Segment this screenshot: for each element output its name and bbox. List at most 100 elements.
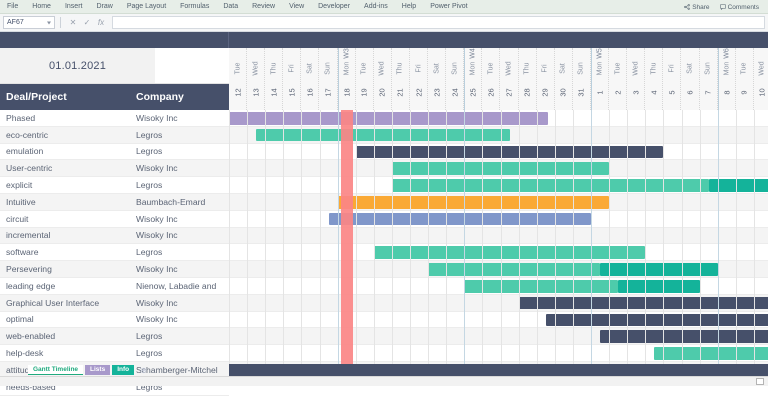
gantt-row[interactable]: [229, 160, 768, 178]
name-box[interactable]: AF67: [3, 16, 55, 29]
gantt-bar[interactable]: [391, 179, 709, 192]
gantt-row[interactable]: [229, 328, 768, 346]
ribbon-menu-page-layout[interactable]: Page Layout: [126, 2, 167, 10]
table-row[interactable]: explicit Legros: [0, 177, 229, 194]
ribbon-menu-formulas[interactable]: Formulas: [180, 2, 210, 10]
gantt-bar[interactable]: [708, 179, 768, 192]
gantt-bar[interactable]: [518, 296, 768, 310]
table-row[interactable]: Phased Wisoky Inc: [0, 110, 229, 127]
table-row[interactable]: Graphical User Interface Wisoky Inc: [0, 294, 229, 312]
table-row[interactable]: software Legros: [0, 244, 229, 262]
table-row[interactable]: needs-based Legros: [0, 379, 229, 396]
share-button[interactable]: Share: [679, 4, 714, 11]
gantt-row[interactable]: [229, 312, 768, 329]
calendar-column: Wed 10: [754, 48, 768, 110]
weekday-label: Fri: [668, 64, 676, 73]
day-number-label: 6: [685, 90, 695, 95]
weekday-label: Fri: [541, 64, 549, 73]
ribbon-menu-home[interactable]: Home: [32, 2, 51, 10]
gantt-row[interactable]: [229, 126, 768, 144]
gantt-row[interactable]: [229, 261, 768, 278]
table-row[interactable]: eco-centric Legros: [0, 126, 229, 144]
gantt-bar[interactable]: [337, 195, 610, 209]
table-row[interactable]: optimal Wisoky Inc: [0, 312, 229, 329]
gantt-row[interactable]: [229, 244, 768, 262]
ribbon-right-actions: Share Comments: [679, 0, 764, 14]
calendar-column: Sat 23: [428, 48, 447, 110]
calendar-column: W5 Mon 1: [591, 48, 610, 110]
ribbon-menu-insert[interactable]: Insert: [64, 2, 83, 10]
day-number-label: 29: [540, 88, 550, 97]
gantt-row[interactable]: [229, 144, 768, 161]
gantt-bar[interactable]: [328, 212, 591, 226]
ribbon-menu-view[interactable]: View: [289, 2, 305, 10]
formula-input[interactable]: [112, 16, 765, 29]
gantt-bar[interactable]: [373, 246, 646, 259]
ribbon-menu-review[interactable]: Review: [252, 2, 276, 10]
ribbon-menu-power-pivot[interactable]: Power Pivot: [430, 2, 468, 10]
gantt-row[interactable]: [229, 227, 768, 245]
gantt-bar[interactable]: [654, 347, 768, 360]
weekday-label: Tue: [487, 62, 495, 75]
table-row[interactable]: help-desk Legros: [0, 345, 229, 362]
sheet-tab-info[interactable]: Info: [112, 365, 135, 375]
gantt-row[interactable]: [229, 294, 768, 312]
frozen-top-band-right: [229, 32, 768, 48]
start-date-value[interactable]: 01.01.2021: [48, 59, 107, 72]
calendar-column: Wed 20: [374, 48, 392, 110]
table-row[interactable]: web-enabled Legros: [0, 328, 229, 346]
gantt-row[interactable]: [229, 211, 768, 228]
gantt-bar[interactable]: [545, 313, 768, 327]
gantt-row[interactable]: [229, 193, 768, 211]
calendar-column: Sun 17: [320, 48, 338, 110]
comments-label: Comments: [727, 3, 759, 11]
ribbon-menu-data[interactable]: Data: [223, 2, 239, 10]
confirm-icon[interactable]: ✓: [83, 18, 91, 27]
gantt-bar[interactable]: [464, 279, 619, 293]
calendar-column: Tue 26: [482, 48, 501, 110]
cancel-icon[interactable]: ✕: [69, 18, 77, 27]
table-row[interactable]: circuit Wisoky Inc: [0, 211, 229, 228]
deal-name: software: [6, 247, 39, 258]
table-row[interactable]: incremental Wisoky Inc: [0, 227, 229, 245]
table-row[interactable]: Intuitive Baumbach-Emard: [0, 193, 229, 211]
gantt-bar[interactable]: [355, 145, 664, 159]
gantt-row[interactable]: [229, 345, 768, 362]
table-row[interactable]: User-centric Wisoky Inc: [0, 160, 229, 178]
gantt-bar[interactable]: [618, 279, 700, 293]
table-row[interactable]: Persevering Wisoky Inc: [0, 261, 229, 278]
ribbon-menu-help[interactable]: Help: [401, 2, 417, 10]
zoom-control[interactable]: [756, 378, 764, 385]
gantt-bar[interactable]: [256, 128, 510, 142]
gantt-row[interactable]: [229, 177, 768, 194]
fx-icon[interactable]: fx: [97, 18, 105, 27]
gantt-row[interactable]: [229, 110, 768, 127]
ribbon-menu-add-ins[interactable]: Add-ins: [364, 2, 388, 10]
sheet-tab-lists[interactable]: Lists: [85, 365, 111, 375]
gantt-bar[interactable]: [600, 330, 768, 343]
day-number-label: 3: [631, 90, 641, 95]
gantt-bar[interactable]: [428, 263, 601, 276]
start-date-pad: [155, 48, 229, 83]
weekday-label: Sun: [577, 62, 585, 75]
comments-button[interactable]: Comments: [715, 4, 764, 11]
frozen-top-band-left: [0, 32, 229, 48]
gantt-row[interactable]: [229, 361, 768, 364]
ribbon-menu-file[interactable]: File: [7, 2, 19, 10]
table-row[interactable]: leading edge Nienow, Labadie and: [0, 278, 229, 295]
add-sheet-icon[interactable]: ⊕: [140, 365, 147, 375]
day-number-label: 15: [287, 88, 297, 97]
deal-name: explicit: [6, 180, 33, 191]
table-row[interactable]: emulation Legros: [0, 144, 229, 161]
gantt-bar[interactable]: [229, 112, 548, 125]
gantt-bar[interactable]: [600, 263, 718, 276]
sheet-tab-gantt-timeline[interactable]: Gantt Timeline: [28, 365, 84, 375]
ribbon-menu-developer[interactable]: Developer: [318, 2, 351, 10]
company-name: Wisoky Inc: [136, 163, 178, 174]
ribbon-menu-draw[interactable]: Draw: [96, 2, 113, 10]
weekday-label: Sat: [433, 63, 441, 74]
day-number-label: 8: [722, 90, 732, 95]
deal-name: emulation: [6, 146, 44, 157]
gantt-bar[interactable]: [391, 162, 610, 175]
gantt-row[interactable]: [229, 278, 768, 295]
